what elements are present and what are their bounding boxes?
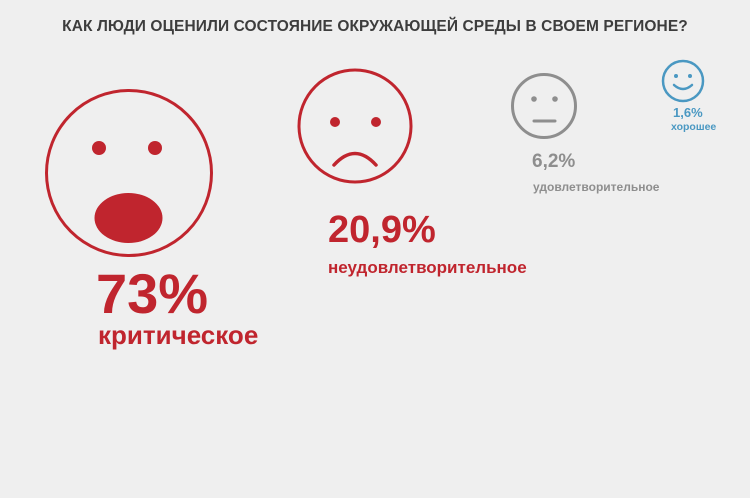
satisfactory-value-label: 6,2%	[532, 151, 576, 172]
chart-title: КАК ЛЮДИ ОЦЕНИЛИ СОСТОЯНИЕ ОКРУЖАЮЩЕЙ СР…	[62, 18, 688, 35]
unsatisfactory-category-label: неудовлетворительное	[328, 258, 527, 277]
happy-face-icon	[661, 59, 705, 103]
satisfactory-category-label: удовлетворительное	[533, 180, 660, 194]
good-value-label: 1,6%	[673, 105, 703, 120]
unsatisfactory-value-label: 20,9%	[328, 209, 436, 251]
good-category-label: хорошее	[671, 121, 717, 133]
critical-value-label: 73%	[96, 262, 209, 325]
critical-category-label: критическое	[98, 320, 259, 350]
neutral-face-icon	[511, 73, 577, 139]
sad-face-icon	[297, 68, 413, 184]
shocked-face-icon	[45, 89, 213, 257]
